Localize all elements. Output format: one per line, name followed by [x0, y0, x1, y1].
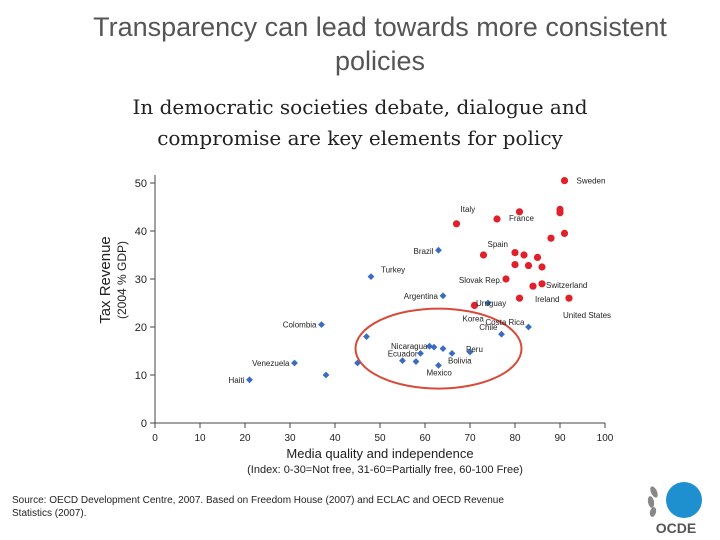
globe-icon: [666, 482, 702, 518]
data-point-non-oecd: [363, 333, 370, 340]
data-point-oecd: [511, 249, 519, 257]
data-point-non-oecd: [318, 321, 325, 328]
data-point-oecd: [529, 282, 537, 290]
point-label: Turkey: [381, 266, 405, 275]
point-label: Uruguay: [476, 299, 506, 308]
data-point-non-oecd: [484, 299, 492, 307]
data-point-non-oecd: [412, 358, 420, 365]
point-label: United States: [563, 311, 611, 320]
point-label: Nicaragua: [391, 342, 428, 351]
point-label: Brazil: [413, 247, 433, 256]
y-tick-label: 10: [135, 370, 147, 382]
data-point-oecd: [560, 229, 569, 237]
data-point-oecd: [502, 275, 510, 283]
point-label: Venezuela: [252, 359, 290, 368]
data-point-oecd: [515, 294, 524, 302]
data-point-oecd: [479, 251, 488, 259]
data-point-non-oecd: [246, 376, 253, 384]
y-tick-label: 40: [135, 226, 147, 238]
point-label: Switzerland: [546, 281, 587, 290]
data-point-non-oecd: [430, 343, 438, 351]
point-label: Bolivia: [448, 356, 472, 365]
data-point-non-oecd: [291, 359, 298, 367]
data-point-oecd: [538, 263, 546, 271]
x-tick-label: 60: [419, 433, 431, 444]
data-point-non-oecd: [439, 292, 447, 300]
y-tick-label: 0: [141, 418, 147, 430]
point-label: Sweden: [577, 177, 606, 186]
x-tick-label: 100: [597, 433, 614, 444]
data-point-oecd: [547, 234, 555, 242]
source-note: Source: OECD Development Centre, 2007. B…: [12, 495, 504, 519]
data-point-non-oecd: [354, 359, 361, 367]
y-tick-label: 30: [135, 274, 147, 286]
highlight-ellipse: [354, 307, 523, 390]
x-tick-label: 50: [374, 433, 386, 444]
data-point-oecd: [520, 251, 528, 259]
point-label: Colombia: [283, 321, 317, 330]
data-point-oecd: [511, 261, 519, 269]
x-axis-label: Media quality and independence: [286, 446, 473, 461]
data-point-oecd: [560, 177, 569, 185]
laurel-icon: [647, 486, 658, 517]
x-tick-label: 0: [152, 433, 158, 444]
x-tick-label: 30: [284, 433, 296, 444]
data-point-non-oecd: [466, 348, 474, 356]
data-point-non-oecd: [435, 246, 442, 254]
logo-text: OCDE: [656, 520, 696, 536]
point-label: Chile: [479, 323, 498, 332]
point-label: Costa Rica: [485, 318, 525, 327]
data-point-non-oecd: [525, 323, 532, 331]
point-label: Ireland: [535, 295, 559, 304]
data-point-non-oecd: [417, 350, 424, 357]
point-label: Peru: [466, 345, 483, 354]
data-point-non-oecd: [367, 273, 375, 280]
x-tick-label: 80: [509, 433, 521, 444]
x-tick-label: 20: [239, 433, 251, 444]
data-point-oecd: [556, 209, 564, 217]
data-point-oecd: [452, 220, 461, 228]
data-point-oecd: [515, 208, 524, 216]
y-axis-label: Tax Revenue: [97, 236, 114, 324]
x-tick-label: 70: [464, 433, 476, 444]
data-point-non-oecd: [399, 357, 406, 364]
data-point-oecd: [524, 261, 533, 270]
data-point-non-oecd: [435, 362, 442, 369]
y-tick-label: 50: [135, 178, 147, 190]
data-point-oecd: [470, 301, 479, 309]
data-point-oecd: [533, 253, 542, 261]
data-point-oecd: [538, 280, 546, 288]
x-tick-label: 90: [554, 433, 566, 444]
point-label: Argentina: [404, 292, 439, 301]
y-tick-label: 20: [135, 322, 147, 334]
slide-subtitle: In democratic societies debate, dialogue…: [132, 95, 588, 150]
data-point-non-oecd: [498, 330, 505, 338]
point-label: Slovak Rep.: [459, 276, 502, 285]
x-tick-label: 10: [194, 433, 206, 444]
point-label: Spain: [488, 240, 508, 249]
point-label: Mexico: [427, 368, 453, 377]
data-point-non-oecd: [439, 345, 447, 352]
data-point-non-oecd: [322, 371, 330, 379]
point-label: Korea: [463, 314, 485, 323]
y-axis-sublabel: (2004 % GDP): [115, 241, 129, 319]
x-axis-note: (Index: 0-30=Not free, 31-60=Partially f…: [247, 464, 523, 476]
data-point-oecd: [565, 294, 573, 302]
slide-title: Transparency can lead towards more consi…: [93, 12, 667, 76]
point-label: Italy: [461, 205, 476, 214]
data-point-non-oecd: [448, 350, 456, 357]
x-tick-label: 40: [329, 433, 341, 444]
data-point-oecd: [493, 215, 501, 223]
point-label: Ecuador: [388, 349, 418, 358]
point-label: Haiti: [228, 376, 244, 385]
point-label: France: [509, 214, 534, 223]
oecd-logo: OCDE: [647, 482, 702, 536]
data-point-non-oecd: [426, 342, 433, 350]
